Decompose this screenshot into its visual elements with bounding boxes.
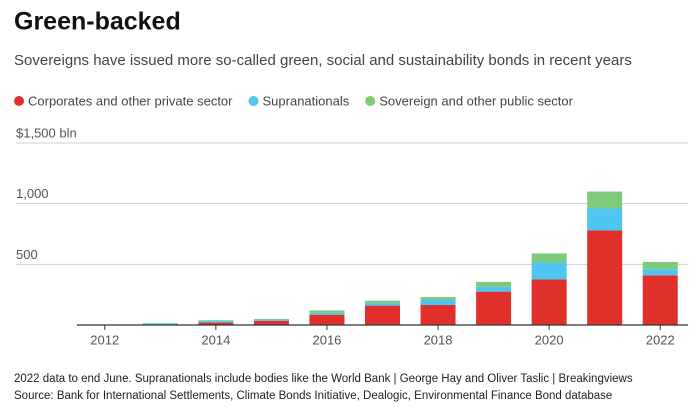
bar-segment (476, 286, 512, 292)
x-tick-label: 2012 (90, 332, 119, 347)
bar-segment (642, 275, 678, 325)
bar-segment (587, 208, 623, 231)
bar-segment (365, 303, 400, 306)
bar-segment (420, 304, 456, 325)
bar-segment (253, 320, 289, 325)
bar-segment (365, 305, 400, 325)
chart-title: Green-backed (14, 8, 181, 36)
notes: 2022 data to end June. Supranationals in… (14, 373, 633, 385)
legend-marker (14, 96, 24, 106)
x-tick-label: 2022 (646, 332, 675, 347)
legend-label: Corporates and other private sector (28, 93, 233, 108)
bar-segment (642, 261, 678, 270)
bar-segment (253, 319, 289, 321)
bar-segment (531, 253, 567, 263)
bar-segment (253, 318, 289, 320)
bar-segment (309, 312, 345, 315)
bar-segment (531, 262, 567, 280)
bar-segment (198, 320, 234, 321)
legend-label: Supranationals (263, 93, 350, 108)
y-tick-label: 500 (16, 247, 38, 262)
y-tick-label: $1,500 bln (16, 125, 77, 140)
x-tick-label: 2018 (424, 332, 453, 347)
bar-segment (587, 230, 623, 325)
bar-segment (309, 310, 345, 313)
legend-marker (248, 96, 259, 106)
bar-segment (420, 297, 456, 300)
bar-segment (198, 322, 234, 325)
bar-segment (420, 299, 456, 305)
chart-subtitle: Sovereigns have issued more so-called gr… (14, 52, 632, 69)
bar-segment (198, 320, 234, 323)
source: Source: Bank for International Settlemen… (14, 390, 612, 402)
bar-segment (531, 279, 567, 325)
bar-segment (365, 300, 400, 304)
bar-segment (142, 323, 178, 325)
y-tick-label: 1,000 (16, 186, 49, 201)
x-tick-label: 2014 (201, 332, 230, 347)
x-tick-label: 2016 (312, 332, 341, 347)
bar-segment (309, 314, 345, 325)
x-tick-label: 2020 (535, 332, 564, 347)
bar-segment (642, 269, 678, 276)
bar-segment (476, 281, 512, 287)
legend-label: Sovereign and other public sector (379, 93, 573, 108)
bar-segment (587, 191, 623, 209)
bar-segment (476, 291, 512, 325)
legend-marker (365, 96, 376, 106)
